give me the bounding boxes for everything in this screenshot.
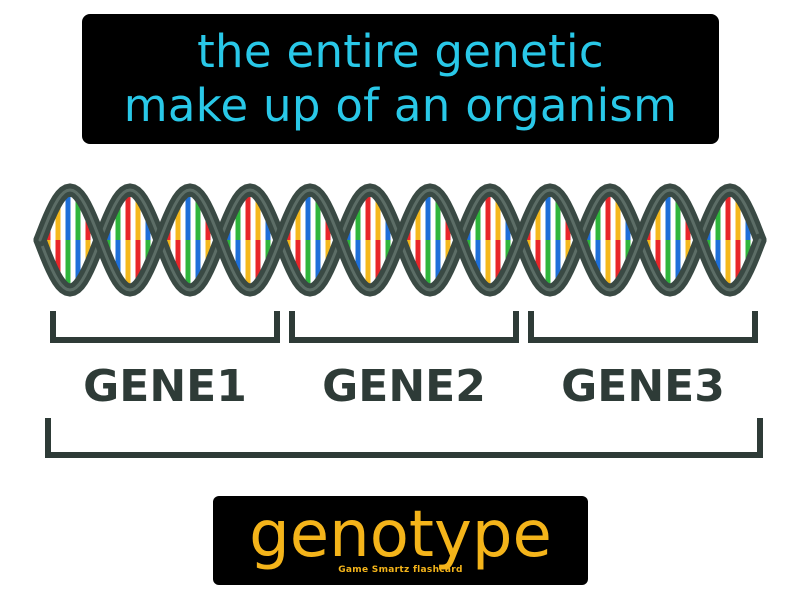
term-box: genotype Game Smartz flashcard [213,496,588,585]
helix-strands [33,183,767,297]
gene-brackets [45,311,763,458]
gene2-bracket [289,311,519,343]
definition-box: the entire genetic make up of an organis… [82,14,719,144]
gene1-bracket [50,311,280,343]
definition-line-2: make up of an organism [123,79,678,132]
gene1-label: GENE1 [83,361,247,412]
gene3-label: GENE3 [561,361,725,412]
term-title: genotype [249,498,552,572]
definition-line-1: the entire genetic [197,25,604,78]
credit-text: Game Smartz flashcard [338,565,463,575]
genotype-bracket [45,418,763,458]
helix-strand-b-highlight [38,188,762,292]
gene3-bracket [528,311,758,343]
gene2-label: GENE2 [322,361,486,412]
